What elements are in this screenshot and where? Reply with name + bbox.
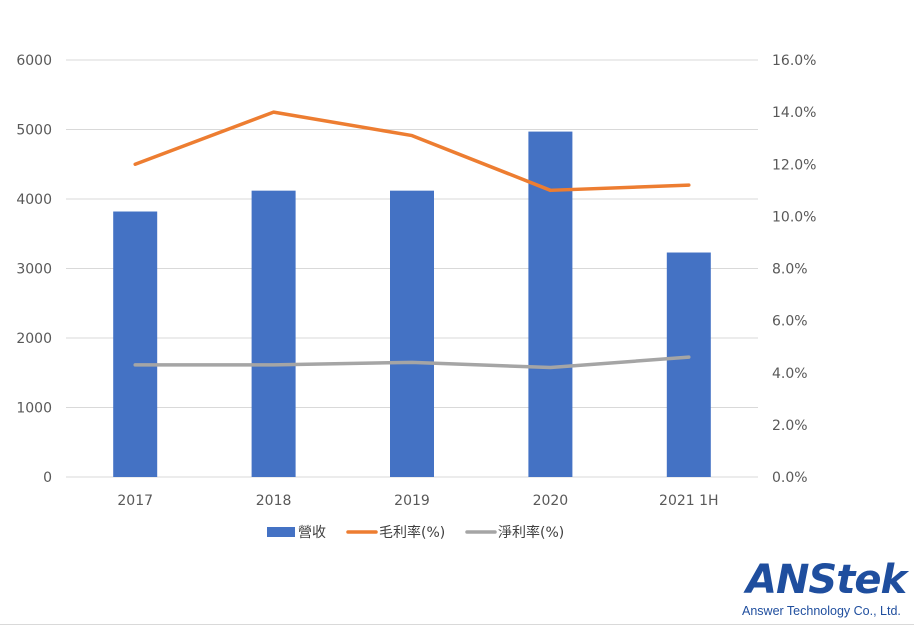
x-axis-tick-label: 2017 <box>117 493 153 509</box>
left-axis-tick-label: 4000 <box>16 192 52 208</box>
left-axis-tick-label: 2000 <box>16 331 52 347</box>
left-axis-tick-label: 3000 <box>16 262 52 278</box>
right-axis-tick-label: 16.0% <box>772 53 816 69</box>
left-axis-tick-label: 6000 <box>16 53 52 69</box>
right-axis-tick-label: 8.0% <box>772 262 808 278</box>
bar-revenue <box>666 252 711 477</box>
x-axis-tick-label: 2021 1H <box>659 493 719 509</box>
left-axis-tick-label: 5000 <box>16 123 52 139</box>
left-axis-tick-label: 0 <box>43 470 52 486</box>
bar-revenue <box>113 211 158 477</box>
right-axis-tick-label: 14.0% <box>772 105 816 121</box>
right-axis-tick-label: 4.0% <box>772 366 808 382</box>
right-axis-tick-label: 6.0% <box>772 314 808 330</box>
x-axis-tick-label: 2018 <box>256 493 292 509</box>
right-axis-tick-label: 10.0% <box>772 209 816 225</box>
right-axis-tick-label: 0.0% <box>772 470 808 486</box>
bar-revenue <box>251 190 296 477</box>
line-gross-margin <box>133 110 691 193</box>
right-axis-tick-label: 2.0% <box>772 418 808 434</box>
left-axis-tick-label: 1000 <box>16 401 52 417</box>
x-axis-tick-label: 2019 <box>394 493 430 509</box>
legend-revenue-label: 營收 <box>298 525 326 541</box>
x-axis-tick-label: 2020 <box>533 493 569 509</box>
legend-revenue-swatch <box>267 527 295 537</box>
company-logo: ANStek Answer Technology Co., Ltd. <box>742 560 908 622</box>
logo-wordmark: ANStek <box>746 557 907 603</box>
legend-gross-margin-label: 毛利率(%) <box>379 524 445 541</box>
legend-net-margin-label: 淨利率(%) <box>498 524 564 541</box>
logo-subtitle: Answer Technology Co., Ltd. <box>742 604 901 618</box>
bar-revenue <box>390 190 434 477</box>
right-axis-tick-label: 12.0% <box>772 157 816 173</box>
